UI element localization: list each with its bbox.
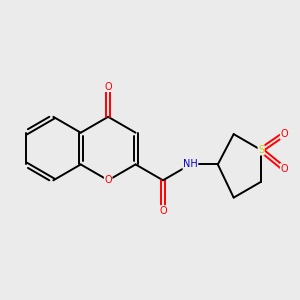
Text: S: S	[258, 145, 264, 155]
Text: NH: NH	[183, 159, 198, 170]
Text: O: O	[104, 175, 112, 185]
Text: O: O	[159, 206, 167, 216]
Text: O: O	[104, 82, 112, 92]
Text: O: O	[280, 164, 288, 174]
Text: O: O	[280, 129, 288, 139]
